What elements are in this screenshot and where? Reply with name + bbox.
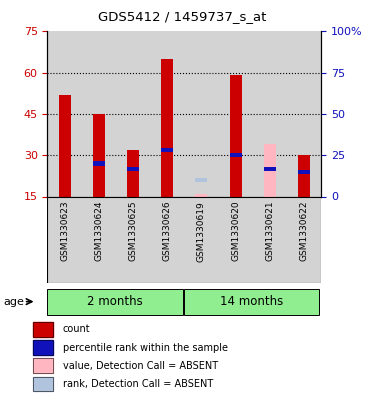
- Bar: [116, 196, 150, 283]
- Bar: [32, 376, 53, 391]
- Bar: [230, 153, 242, 157]
- Bar: [58, 95, 70, 196]
- Text: GSM1330619: GSM1330619: [197, 201, 206, 262]
- Bar: [32, 340, 53, 355]
- Bar: [116, 31, 150, 196]
- Bar: [253, 196, 287, 283]
- Bar: [150, 196, 184, 283]
- Bar: [150, 31, 184, 196]
- Bar: [219, 196, 253, 283]
- Bar: [32, 358, 53, 373]
- Bar: [32, 322, 53, 337]
- Text: age: age: [4, 297, 24, 307]
- Text: GSM1330626: GSM1330626: [163, 201, 172, 261]
- Text: GSM1330621: GSM1330621: [265, 201, 274, 261]
- Bar: [298, 155, 310, 196]
- Bar: [127, 150, 139, 196]
- Bar: [264, 167, 276, 171]
- Text: GSM1330620: GSM1330620: [231, 201, 240, 261]
- Text: GSM1330623: GSM1330623: [60, 201, 69, 261]
- Text: GDS5412 / 1459737_s_at: GDS5412 / 1459737_s_at: [98, 10, 267, 23]
- Bar: [47, 31, 82, 196]
- Text: GSM1330625: GSM1330625: [128, 201, 138, 261]
- FancyBboxPatch shape: [184, 289, 319, 315]
- Text: percentile rank within the sample: percentile rank within the sample: [63, 343, 228, 353]
- Bar: [161, 59, 173, 196]
- Bar: [219, 31, 253, 196]
- Text: rank, Detection Call = ABSENT: rank, Detection Call = ABSENT: [63, 379, 213, 389]
- Bar: [32, 340, 53, 355]
- Bar: [93, 162, 105, 165]
- Bar: [287, 196, 321, 283]
- Bar: [184, 196, 219, 283]
- Bar: [253, 31, 287, 196]
- Text: GSM1330622: GSM1330622: [300, 201, 308, 261]
- Bar: [32, 376, 53, 391]
- Text: 14 months: 14 months: [220, 294, 284, 308]
- Bar: [82, 31, 116, 196]
- Bar: [195, 194, 207, 196]
- Bar: [161, 148, 173, 152]
- Bar: [298, 170, 310, 174]
- Text: value, Detection Call = ABSENT: value, Detection Call = ABSENT: [63, 361, 218, 371]
- Bar: [32, 322, 53, 337]
- Text: 2 months: 2 months: [87, 294, 143, 308]
- Bar: [184, 31, 219, 196]
- Bar: [264, 144, 276, 196]
- Text: count: count: [63, 324, 91, 334]
- Bar: [47, 196, 82, 283]
- Bar: [32, 358, 53, 373]
- Bar: [127, 167, 139, 171]
- FancyBboxPatch shape: [47, 289, 182, 315]
- Bar: [230, 75, 242, 196]
- Bar: [287, 31, 321, 196]
- Text: GSM1330624: GSM1330624: [94, 201, 103, 261]
- Bar: [195, 178, 207, 182]
- Bar: [82, 196, 116, 283]
- Bar: [93, 114, 105, 196]
